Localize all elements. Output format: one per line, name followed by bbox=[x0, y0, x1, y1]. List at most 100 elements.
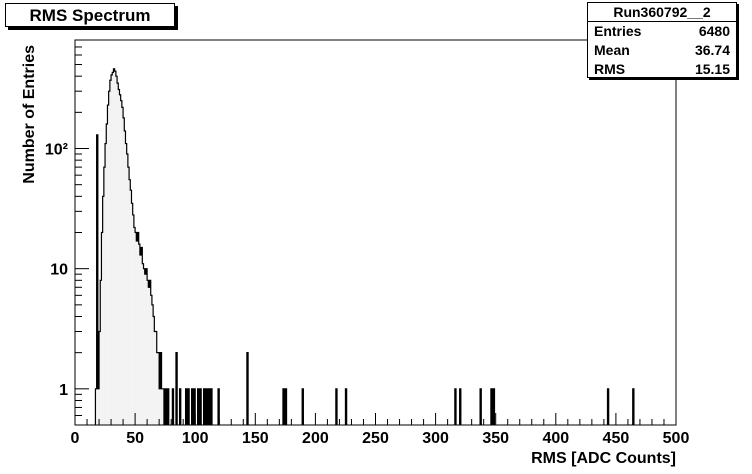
histogram-bin bbox=[119, 94, 121, 425]
histogram-bin bbox=[150, 295, 152, 425]
histogram-bin bbox=[147, 280, 149, 425]
histogram-bin bbox=[175, 352, 178, 425]
stats-rms-value: 15.15 bbox=[694, 61, 730, 77]
x-tick-label: 250 bbox=[362, 430, 389, 447]
histogram-bin bbox=[136, 240, 138, 425]
histogram-bin bbox=[203, 388, 205, 425]
stats-mean-value: 36.74 bbox=[694, 42, 730, 58]
plot-area bbox=[74, 39, 677, 426]
histogram-bin bbox=[149, 280, 151, 425]
y-tick-label: 10 bbox=[50, 262, 68, 279]
histogram-bin bbox=[151, 304, 154, 425]
histogram-bin bbox=[162, 388, 164, 425]
histogram-outline bbox=[94, 68, 635, 425]
histogram-bin bbox=[155, 331, 157, 425]
histogram-bin bbox=[100, 280, 102, 425]
x-tick-label: 150 bbox=[242, 430, 269, 447]
histogram-bin bbox=[129, 179, 131, 425]
histogram-bin bbox=[114, 71, 116, 425]
stats-entries-label: Entries bbox=[594, 23, 642, 39]
histogram-bin bbox=[167, 388, 169, 425]
histogram-bin bbox=[132, 214, 134, 425]
stats-rms-label: RMS bbox=[594, 61, 626, 77]
x-tick-label: 300 bbox=[422, 430, 449, 447]
histogram-bin bbox=[121, 107, 124, 426]
histogram-bin bbox=[480, 388, 482, 425]
y-tick-label: 1 bbox=[59, 382, 68, 399]
histogram-bin bbox=[106, 123, 108, 425]
histogram-bin bbox=[125, 143, 127, 425]
histogram-bin bbox=[282, 388, 285, 425]
histogram-bin bbox=[118, 89, 120, 426]
histogram-bin bbox=[179, 388, 181, 425]
histogram-bin bbox=[632, 388, 634, 425]
histogram-bin bbox=[102, 196, 104, 425]
histogram-bin bbox=[345, 388, 347, 425]
x-axis-label: RMS [ADC Counts] bbox=[531, 450, 676, 467]
histogram-bin bbox=[218, 388, 220, 425]
histogram-bin bbox=[160, 352, 162, 425]
histogram-bin bbox=[191, 388, 193, 425]
x-tick-label: 50 bbox=[126, 430, 144, 447]
histogram-bin bbox=[159, 388, 161, 425]
histogram-bin bbox=[99, 331, 101, 425]
histogram-bin bbox=[130, 190, 132, 425]
histogram-bin bbox=[126, 154, 128, 426]
histogram-bin bbox=[459, 388, 461, 425]
stats-box: Run360792__2 Entries 6480 Mean 36.74 RMS… bbox=[587, 2, 737, 78]
y-tick-label: 10² bbox=[45, 142, 68, 159]
y-axis: 1 10 10² bbox=[45, 39, 89, 416]
histogram-bin bbox=[157, 352, 160, 425]
x-axis: 0 50 100 150 200 250 300 350 400 450 500 bbox=[71, 413, 690, 447]
histogram-bin bbox=[200, 388, 202, 425]
histogram-bin bbox=[302, 388, 304, 425]
histogram-bin bbox=[143, 268, 145, 425]
histogram-bin bbox=[105, 143, 107, 425]
histogram-bin bbox=[285, 388, 287, 425]
histogram-bin bbox=[145, 268, 148, 425]
histogram-bin bbox=[96, 134, 98, 425]
histogram-bin bbox=[111, 74, 113, 426]
histogram-bin bbox=[490, 388, 493, 425]
histogram-bin bbox=[107, 105, 109, 425]
histogram-bin bbox=[210, 388, 213, 425]
histogram-bin bbox=[156, 352, 158, 425]
histogram-bin bbox=[142, 263, 144, 425]
histogram-bin bbox=[123, 117, 125, 425]
histogram-bin bbox=[137, 232, 139, 425]
x-tick-label: 400 bbox=[542, 430, 569, 447]
stats-entries-value: 6480 bbox=[698, 23, 730, 39]
histogram-bin bbox=[124, 130, 126, 425]
histogram-bin bbox=[95, 388, 97, 425]
histogram-bin bbox=[187, 388, 190, 425]
x-tick-label: 200 bbox=[302, 430, 329, 447]
histogram-bin bbox=[193, 388, 196, 425]
histogram-bin bbox=[101, 232, 103, 425]
plot-frame bbox=[74, 39, 677, 426]
histogram-bin bbox=[115, 76, 118, 425]
histogram-bin bbox=[185, 388, 187, 425]
histogram-bin bbox=[335, 388, 338, 425]
stats-row-rms: RMS 15.15 bbox=[588, 60, 736, 79]
histogram-bin bbox=[108, 91, 110, 425]
x-tick-label: 0 bbox=[71, 430, 80, 447]
histogram-bin bbox=[148, 287, 150, 425]
stats-mean-label: Mean bbox=[594, 42, 630, 58]
x-tick-label: 350 bbox=[482, 430, 509, 447]
stats-row-mean: Mean 36.74 bbox=[588, 41, 736, 60]
histogram-bin bbox=[144, 274, 146, 425]
x-tick-label: 500 bbox=[663, 430, 690, 447]
histogram-bin bbox=[133, 227, 136, 425]
histogram-bin bbox=[103, 167, 106, 425]
x-tick-label: 450 bbox=[603, 430, 630, 447]
histogram-bin bbox=[153, 316, 155, 425]
stats-row-entries: Entries 6480 bbox=[588, 22, 736, 41]
histogram-bin bbox=[165, 388, 167, 425]
histogram-bin bbox=[154, 331, 156, 425]
histogram-bin bbox=[109, 80, 112, 425]
histogram-bin bbox=[206, 388, 208, 425]
histogram-bin bbox=[454, 388, 457, 425]
histogram-bin bbox=[197, 388, 199, 425]
histogram-bin bbox=[161, 388, 163, 425]
